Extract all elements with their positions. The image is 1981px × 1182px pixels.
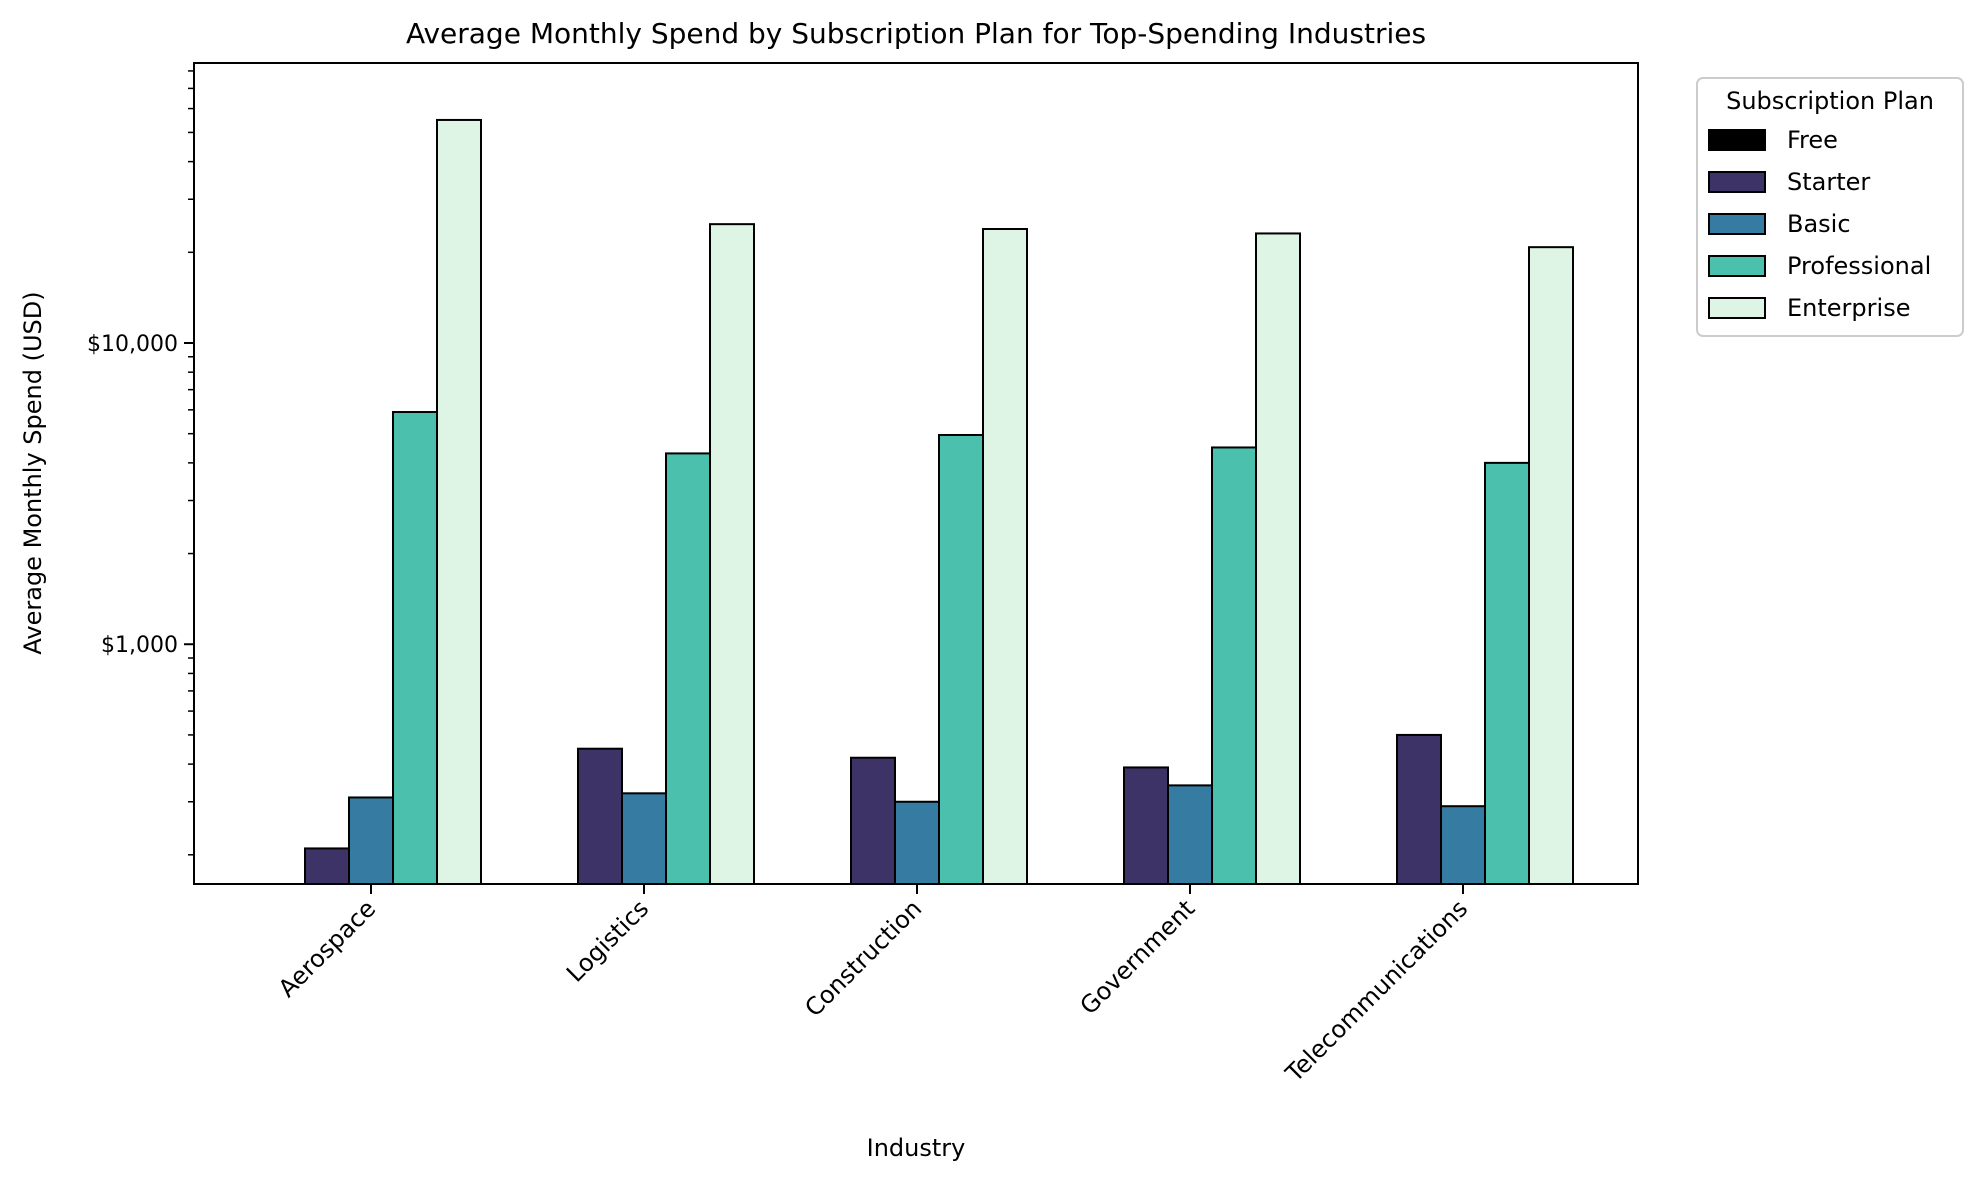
bar-professional-logistics [665,452,711,885]
bar-enterprise-telecommunications [1528,246,1574,886]
x-tick-label: Government [1075,894,1201,1020]
legend-label-free: Free [1787,126,1838,154]
bar-basic-aerospace [348,796,394,885]
bar-basic-government [1167,784,1213,886]
bar-starter-construction [850,756,896,886]
bar-enterprise-construction [982,227,1028,885]
legend-swatch-basic [1708,213,1766,235]
bar-starter-logistics [577,747,623,885]
legend-label-starter: Starter [1787,168,1870,196]
legend-swatch-professional [1708,255,1766,277]
bar-enterprise-aerospace [436,118,482,886]
bar-enterprise-government [1255,232,1301,885]
x-tick-label: Construction [799,894,927,1022]
y-axis-label: Average Monthly Spend (USD) [19,291,47,654]
x-tick-label: Telecommunications [1280,894,1474,1088]
bar-enterprise-logistics [709,223,755,885]
y-tick-label: $1,000 [101,633,178,658]
legend-label-enterprise: Enterprise [1787,294,1910,322]
legend-label-basic: Basic [1787,210,1851,238]
legend-swatch-starter [1708,171,1766,193]
legend-swatch-free [1708,129,1766,151]
bar-professional-government [1211,446,1257,885]
bar-professional-telecommunications [1484,461,1530,885]
bar-starter-aerospace [304,847,350,886]
bar-professional-construction [938,433,984,885]
bar-professional-aerospace [392,411,438,885]
bar-basic-logistics [621,792,667,886]
y-axis: $1,000 $10,000 [87,70,194,856]
bar-basic-construction [894,800,940,885]
x-axis: Aerospace Logistics Construction Government… [273,884,1473,1088]
x-tick-label: Aerospace [273,894,381,1002]
legend-label-professional: Professional [1787,252,1931,280]
legend-swatch-enterprise [1708,297,1766,319]
legend: Subscription Plan Free Starter Basic Profes… [1696,77,1964,337]
bar-starter-telecommunications [1396,733,1442,886]
x-axis-label: Industry [867,1134,966,1162]
bars-group [304,118,1574,886]
bar-basic-telecommunications [1440,805,1486,886]
bar-starter-government [1123,766,1169,886]
y-tick-label: $10,000 [87,332,178,357]
x-tick-label: Logistics [561,894,654,987]
legend-title: Subscription Plan [1726,87,1934,115]
chart-title: Average Monthly Spend by Subscription Pl… [406,17,1426,50]
